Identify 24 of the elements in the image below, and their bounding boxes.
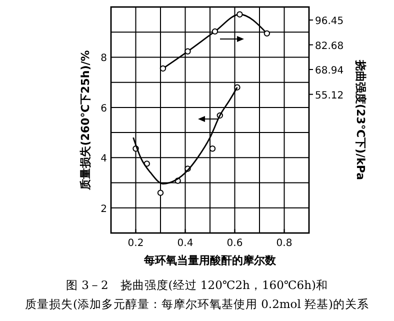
y2-tick-label: 96.45	[315, 16, 344, 28]
y-axis-title: 质量损失(260℃下25h)/%	[79, 50, 92, 191]
y-tick-label: 4	[100, 154, 107, 165]
y2-tick-label: 55.12	[315, 90, 344, 102]
y-tick-label: 6	[100, 103, 107, 114]
point	[264, 30, 270, 37]
text: 图 3－2 挠曲强度(经过 120℃2h，160℃6h)和	[66, 278, 328, 292]
x-tick-label: 0.6	[226, 238, 243, 249]
x-tick-label: 0.4	[177, 238, 194, 249]
y2-axis-title: 挠曲强度(23℃下)/kPa	[354, 58, 367, 180]
x-axis-title: 每环氧当量用酸酐的摩尔数	[143, 254, 277, 267]
y-tick-label: 2	[100, 204, 107, 215]
point	[160, 65, 166, 72]
point	[236, 11, 243, 18]
point	[157, 190, 164, 196]
y2-tick-label: 82.68	[315, 40, 344, 52]
point	[184, 48, 191, 55]
text: 质量损失(添加多元醇量：每摩尔环氧基使用 0.2mol 羟基)的关系	[24, 297, 370, 311]
point	[209, 146, 216, 152]
y-tick-label: 8	[100, 53, 107, 64]
x-tick-label: 0.2	[128, 238, 144, 249]
point	[212, 28, 218, 35]
y2-tick-label: 68.94	[315, 65, 344, 76]
x-tick-label: 0.8	[276, 238, 292, 249]
